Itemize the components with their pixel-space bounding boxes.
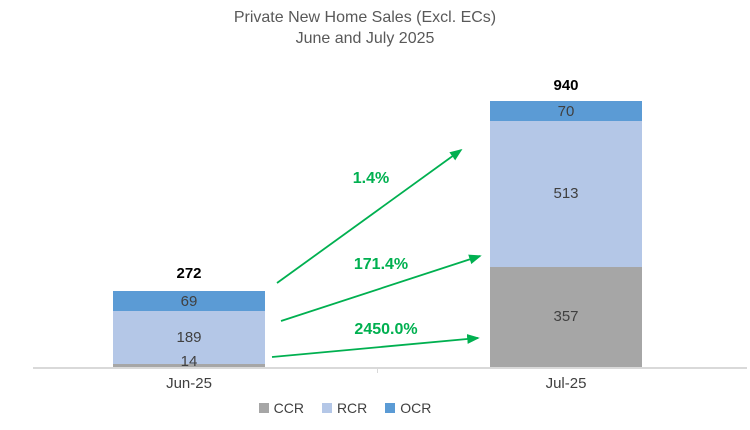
legend-item-ocr: OCR	[385, 400, 431, 416]
value-label-jun25-ccr: 14	[180, 353, 198, 370]
value-label-jul25-ocr: 70	[557, 103, 575, 120]
total-label-jul25: 940	[553, 77, 579, 94]
bar-segment-jul25-ccr	[490, 267, 642, 368]
growth-label-ccr: 2450.0%	[354, 321, 418, 338]
chart-title: Private New Home Sales (Excl. ECs) June …	[0, 7, 730, 49]
growth-arrow-ccr	[271, 334, 480, 358]
legend-swatch-rcr-icon	[321, 403, 332, 413]
legend-label-ocr: OCR	[400, 400, 432, 416]
growth-label-ocr: 1.4%	[352, 170, 390, 187]
total-label-jun25: 272	[176, 265, 202, 282]
x-axis-tick	[377, 369, 378, 373]
chart-title-line1: Private New Home Sales (Excl. ECs)	[233, 9, 497, 26]
legend-swatch-ocr-icon	[385, 403, 396, 413]
bar-segment-jul25-ocr	[490, 101, 642, 121]
legend-swatch-ccr-icon	[258, 403, 269, 413]
growth-label-rcr: 171.4%	[353, 256, 409, 273]
legend: CCR RCR OCR	[0, 400, 690, 416]
legend-item-ccr: CCR	[258, 400, 304, 416]
legend-item-rcr: RCR	[321, 400, 368, 416]
bar-segment-jun25-ocr	[113, 291, 265, 311]
value-label-jun25-rcr: 189	[176, 329, 202, 346]
value-label-jun25-ocr: 69	[180, 293, 198, 310]
legend-label-ccr: CCR	[273, 400, 304, 416]
bar-segment-jun25-ccr	[113, 364, 265, 368]
category-label-jun25: Jun-25	[166, 375, 212, 392]
category-label-jul25: Jul-25	[545, 375, 587, 392]
chart-title-line2: June and July 2025	[295, 30, 435, 47]
value-label-jul25-rcr: 513	[553, 185, 579, 202]
bar-segment-jun25-rcr	[113, 311, 265, 364]
value-label-jul25-ccr: 357	[553, 308, 579, 325]
legend-label-rcr: RCR	[336, 400, 368, 416]
x-axis-line	[33, 367, 747, 369]
bar-segment-jul25-rcr	[490, 121, 642, 267]
